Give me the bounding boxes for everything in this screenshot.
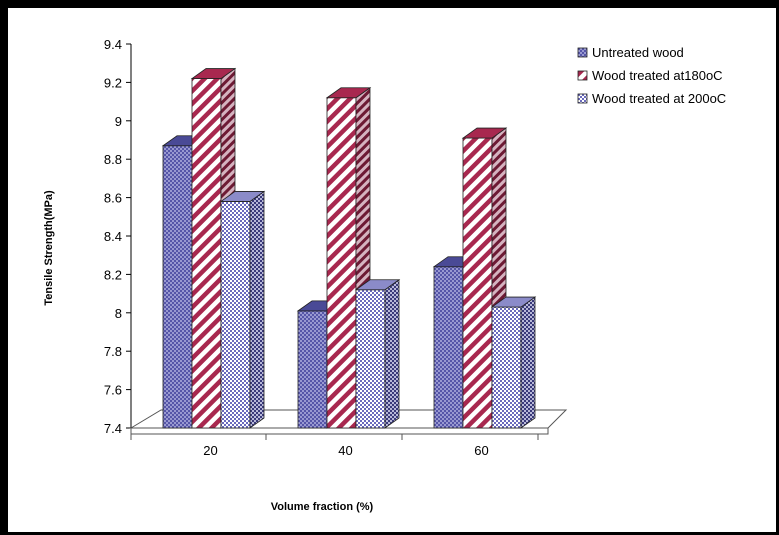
x-axis-title: Volume fraction (%) [271, 501, 374, 513]
legend-item-1: Untreated wood [577, 45, 684, 60]
legend: Untreated wood Wood treated at180oC Wood t… [577, 45, 726, 106]
bar-top [461, 127, 508, 139]
bar-front [162, 145, 193, 429]
bar-top [325, 87, 372, 99]
y-tick-label: 8.6 [104, 191, 122, 206]
y-tick-label: 8.4 [104, 229, 122, 244]
y-tick-label: 8.8 [104, 152, 122, 167]
y-tick-label: 9.2 [104, 75, 122, 90]
bar-top [190, 68, 237, 79]
x-tick-labels: 20 40 60 [203, 443, 488, 458]
bar-side [249, 190, 265, 429]
bars [161, 67, 537, 429]
floor-edge [130, 427, 549, 435]
y-tick-label: 8 [115, 306, 122, 321]
y-tick-label: 7.4 [104, 421, 122, 436]
bar-top [490, 296, 537, 308]
x-tick-label: 40 [338, 443, 352, 458]
y-tick-labels: 7.4 7.6 7.8 8 8.2 8.4 8.6 8.8 9 9.2 9.4 [104, 37, 122, 436]
bar-front [326, 97, 357, 429]
legend-label: Wood treated at180oC [592, 68, 723, 83]
y-tick-label: 7.8 [104, 344, 122, 359]
bar-front [191, 78, 222, 429]
bar-side [520, 296, 536, 429]
legend-swatch [577, 47, 588, 58]
bar-front [433, 266, 464, 429]
bar-20-series-3 [219, 190, 266, 429]
x-tick-label: 20 [203, 443, 217, 458]
legend-item-3: Wood treated at 200oC [577, 91, 726, 106]
y-tick-label: 7.6 [104, 383, 122, 398]
bar-side [384, 278, 400, 429]
legend-label: Untreated wood [592, 45, 684, 60]
bar-front [220, 201, 251, 429]
legend-swatch [577, 70, 588, 81]
y-tick-label: 9.4 [104, 37, 122, 52]
bar-front [491, 306, 522, 429]
x-tick-label: 60 [474, 443, 488, 458]
bar-top [219, 191, 266, 202]
legend-item-2: Wood treated at180oC [577, 68, 723, 83]
bar-front [462, 137, 493, 429]
bar-front [297, 310, 328, 429]
bar-60-series-3 [490, 296, 537, 429]
legend-label: Wood treated at 200oC [592, 91, 726, 106]
bar-40-series-3 [354, 278, 401, 429]
bar-top [354, 279, 401, 291]
y-tick-label: 9 [115, 114, 122, 129]
legend-swatch [577, 93, 588, 104]
axes [126, 43, 132, 429]
y-axis-title: Tensile Strength(MPa) [43, 190, 55, 306]
bar-front [355, 289, 386, 429]
y-tick-label: 8.2 [104, 267, 122, 282]
